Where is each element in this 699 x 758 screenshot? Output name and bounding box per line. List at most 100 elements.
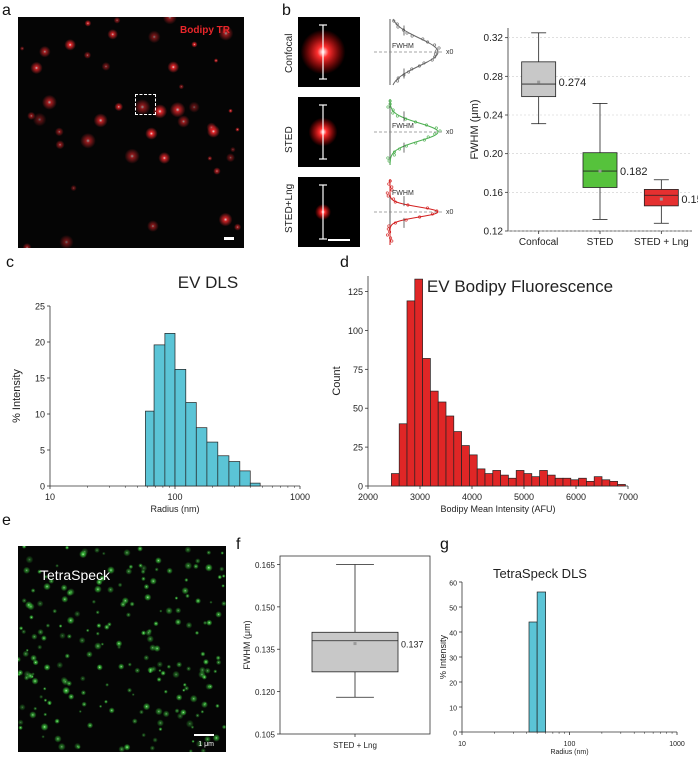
fluorescent-spot (45, 623, 51, 628)
y-tick-label: 125 (348, 287, 363, 297)
fluorescent-spot (162, 710, 170, 718)
fluorescent-spot (125, 612, 131, 618)
fluorescent-spot (233, 223, 242, 231)
histogram-bar (515, 470, 525, 487)
fluorescent-spot (117, 582, 123, 588)
histogram-bar (508, 477, 517, 487)
fluorescent-spot (23, 670, 32, 678)
fluorescent-spot (176, 712, 184, 720)
psf-image (298, 17, 360, 87)
profile-data-point (387, 224, 391, 228)
profile-fit-curve (389, 99, 439, 165)
profile-data-point (396, 76, 400, 80)
fluorescent-spot (235, 127, 240, 132)
fluorescent-spot (207, 155, 213, 161)
x-tick-label: 7000 (618, 492, 638, 502)
fluorescent-spot (148, 670, 152, 674)
fluorescent-spot (158, 727, 163, 732)
fluorescent-spot (155, 707, 163, 716)
fluorescent-spot (158, 152, 171, 164)
profile-data-point (414, 141, 418, 145)
fluorescent-spot (143, 654, 150, 661)
fluorescent-spot (191, 41, 198, 48)
histogram-bar (593, 476, 603, 487)
fluorescent-spot (30, 675, 34, 679)
fluorescent-spot (19, 46, 25, 51)
fluorescent-spot (215, 703, 220, 709)
profile-data-point (386, 233, 390, 237)
histogram-bar (531, 476, 540, 487)
chart-title: TetraSpeck DLS (493, 566, 587, 581)
histogram-bar (500, 474, 509, 487)
fluorescent-spot (41, 735, 45, 739)
fluorescent-spot (119, 601, 127, 608)
fluorescent-spot (95, 631, 100, 636)
profile-data-point (387, 159, 391, 163)
y-tick-label: 10 (449, 706, 457, 713)
profile-data-point (430, 58, 434, 62)
profile-data-point (433, 55, 437, 59)
fluorescent-spot (66, 589, 74, 597)
fluorescent-spot (101, 62, 111, 71)
box-mean-label: 0.182 (620, 166, 648, 178)
fluorescent-spot (108, 707, 115, 714)
fluorescent-spot (100, 642, 105, 646)
fluorescent-spot (194, 630, 200, 636)
profile-data-point (417, 64, 421, 68)
fluorescent-spot (56, 661, 64, 669)
fluorescent-spot (55, 563, 59, 568)
fluorescent-spot (22, 566, 31, 575)
profile-data-point (422, 61, 426, 65)
profile-data-point (391, 108, 395, 112)
fluorescent-spot (37, 569, 42, 574)
fluorescent-spot (228, 108, 233, 114)
y-tick-label: 40 (449, 631, 457, 638)
fluorescent-spot (213, 167, 221, 175)
profile-data-point (404, 144, 408, 148)
y-axis-label: Count (331, 366, 343, 395)
fluorescent-spot (185, 621, 193, 629)
fluorescent-spot (134, 99, 151, 115)
profile-data-point (418, 215, 422, 219)
fluorescent-spot (166, 567, 173, 575)
profile-data-point (396, 25, 400, 29)
y-tick-label: 20 (35, 338, 45, 348)
fluorescent-spot (200, 709, 205, 714)
profile-x0-label: x0 (446, 129, 454, 136)
profile-data-point (390, 239, 394, 243)
fluorescent-spot (221, 574, 226, 578)
panel-letter-f: f (236, 536, 241, 553)
profile-data-point (433, 132, 437, 136)
psf-profile-plot: x0 FWHM (374, 99, 454, 165)
profile-fit-curve (389, 179, 439, 245)
micrograph-a: Bodipy TR (18, 17, 244, 248)
profile-data-point (410, 34, 414, 38)
fluorescent-spot (42, 94, 57, 110)
fluorescent-spot (59, 235, 74, 248)
histogram-bar (164, 333, 176, 487)
y-tick-label: 15 (35, 374, 45, 384)
fluorescent-spot (153, 621, 159, 627)
fluorescent-spot (213, 58, 219, 63)
tetraspeck-label: TetraSpeck (40, 567, 111, 583)
histogram-bar (206, 441, 219, 487)
profile-data-point (393, 221, 397, 225)
fluorescent-spot (21, 598, 27, 604)
fluorescent-spot (39, 694, 44, 699)
y-tick-label: 0.32 (484, 33, 504, 44)
panel-letter-b: b (282, 2, 291, 19)
y-tick-label: 60 (449, 581, 457, 588)
fluorescent-spot (52, 608, 58, 614)
y-tick-label: 50 (449, 606, 457, 613)
fluorescent-spot (198, 670, 206, 679)
fluorescent-spot (86, 722, 94, 729)
histogram-bar (153, 344, 166, 487)
x-axis-label: Bodipy Mean Intensity (AFU) (440, 504, 555, 514)
fluorescent-spot (188, 749, 193, 752)
fluorescent-spot (146, 635, 154, 643)
chart-fwhm-boxplot: 0.12 0.16 0.20 0.24 0.28 0.32 FWHM (μm) 0.274 Co… (469, 28, 698, 248)
profile-data-point (396, 79, 400, 83)
profile-data-point (425, 206, 429, 210)
y-tick-label: 50 (353, 404, 363, 414)
profile-data-point (392, 150, 396, 154)
